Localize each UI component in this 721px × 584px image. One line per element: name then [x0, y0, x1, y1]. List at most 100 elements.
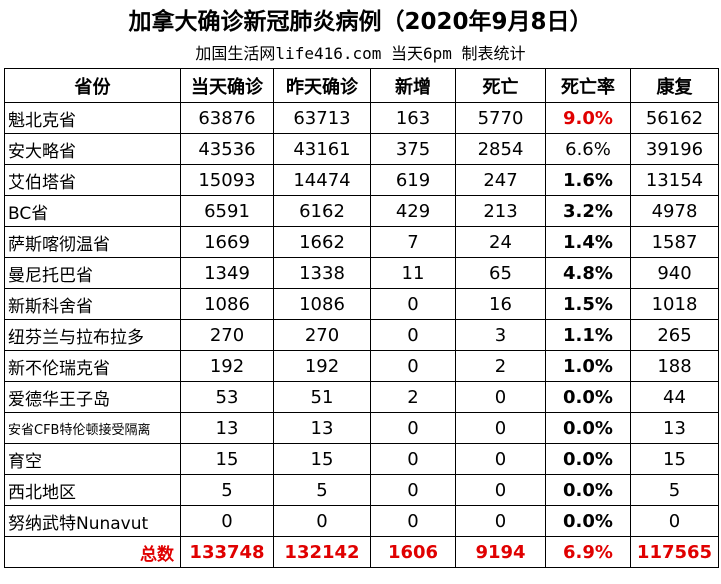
value-cell: 1338	[273, 257, 371, 289]
province-cell: 新不伦瑞克省	[4, 350, 181, 382]
table-row: BC省 6591 6162 429 213 3.2% 4978	[4, 195, 719, 227]
value-cell: 4978	[630, 195, 719, 227]
value-cell: 5	[180, 474, 274, 506]
value-cell: 11	[370, 257, 456, 289]
province-cell: 育空	[4, 443, 181, 475]
value-cell: 65	[455, 257, 546, 289]
table-row: 萨斯喀彻温省 1669 1662 7 24 1.4% 1587	[4, 226, 719, 258]
value-cell: 3.2%	[545, 195, 631, 227]
value-cell: 24	[455, 226, 546, 258]
value-cell: 1349	[180, 257, 274, 289]
value-cell: 2	[455, 350, 546, 382]
total-label: 总数	[4, 536, 181, 568]
table-row: 努纳武特Nunavut 0 0 0 0 0.0% 0	[4, 505, 719, 537]
column-header: 康复	[630, 68, 719, 103]
value-cell: 192	[273, 350, 371, 382]
value-cell: 5770	[455, 102, 546, 134]
province-cell: 努纳武特Nunavut	[4, 505, 181, 537]
value-cell: 6.6%	[545, 133, 631, 165]
value-cell: 188	[630, 350, 719, 382]
value-cell: 15	[273, 443, 371, 475]
value-cell: 1.5%	[545, 288, 631, 320]
value-cell: 13154	[630, 164, 719, 196]
table-row: 曼尼托巴省 1349 1338 11 65 4.8% 940	[4, 257, 719, 289]
value-cell: 0	[455, 505, 546, 537]
value-cell: 5	[630, 474, 719, 506]
value-cell: 44	[630, 381, 719, 413]
value-cell: 247	[455, 164, 546, 196]
value-cell: 15093	[180, 164, 274, 196]
province-cell: 萨斯喀彻温省	[4, 226, 181, 258]
province-cell: 艾伯塔省	[4, 164, 181, 196]
column-header: 死亡	[455, 68, 546, 103]
value-cell: 619	[370, 164, 456, 196]
value-cell: 0	[455, 381, 546, 413]
value-cell: 1086	[273, 288, 371, 320]
value-cell: 51	[273, 381, 371, 413]
value-cell: 1018	[630, 288, 719, 320]
value-cell: 6591	[180, 195, 274, 227]
province-cell: 曼尼托巴省	[4, 257, 181, 289]
value-cell: 0.0%	[545, 474, 631, 506]
subtitle: 加国生活网life416.com 当天6pm 制表统计	[195, 44, 526, 63]
table-row: 安大略省 43536 43161 375 2854 6.6% 39196	[4, 133, 719, 165]
table-row: 爱德华王子岛 53 51 2 0 0.0% 44	[4, 381, 719, 413]
value-cell: 0	[370, 505, 456, 537]
value-cell: 0	[370, 474, 456, 506]
province-cell: 魁北克省	[4, 102, 181, 134]
value-cell: 192	[180, 350, 274, 382]
data-table: 省份 当天确诊 昨天确诊 新增 死亡 死亡率 康复 魁北克省 63876 63713 163 577…	[4, 68, 719, 568]
province-cell: 西北地区	[4, 474, 181, 506]
value-cell: 56162	[630, 102, 719, 134]
value-cell: 43536	[180, 133, 274, 165]
value-cell: 16	[455, 288, 546, 320]
value-cell: 213	[455, 195, 546, 227]
value-cell: 53	[180, 381, 274, 413]
value-cell: 270	[180, 319, 274, 351]
value-cell: 1.4%	[545, 226, 631, 258]
total-cell: 132142	[273, 536, 371, 568]
value-cell: 0	[370, 288, 456, 320]
value-cell: 940	[630, 257, 719, 289]
value-cell: 13	[630, 412, 719, 444]
value-cell: 0.0%	[545, 412, 631, 444]
value-cell: 13	[180, 412, 274, 444]
value-cell: 13	[273, 412, 371, 444]
total-cell: 133748	[180, 536, 274, 568]
value-cell: 1587	[630, 226, 719, 258]
total-cell: 1606	[370, 536, 456, 568]
value-cell: 43161	[273, 133, 371, 165]
total-row: 总数 133748 132142 1606 9194 6.9% 117565	[4, 536, 719, 568]
value-cell: 0	[455, 474, 546, 506]
table-row: 新不伦瑞克省 192 192 0 2 1.0% 188	[4, 350, 719, 382]
value-cell: 1662	[273, 226, 371, 258]
table-row: 新斯科舍省 1086 1086 0 16 1.5% 1018	[4, 288, 719, 320]
value-cell: 375	[370, 133, 456, 165]
total-cell: 6.9%	[545, 536, 631, 568]
table-row: 纽芬兰与拉布拉多 270 270 0 3 1.1% 265	[4, 319, 719, 351]
value-cell: 0	[180, 505, 274, 537]
value-cell: 0	[273, 505, 371, 537]
total-cell: 9194	[455, 536, 546, 568]
province-cell: 安大略省	[4, 133, 181, 165]
column-header: 新增	[370, 68, 456, 103]
value-cell: 0.0%	[545, 505, 631, 537]
value-cell: 0	[370, 443, 456, 475]
value-cell: 0.0%	[545, 381, 631, 413]
value-cell: 0	[370, 350, 456, 382]
value-cell: 0	[455, 412, 546, 444]
value-cell: 5	[273, 474, 371, 506]
value-cell: 270	[273, 319, 371, 351]
value-cell: 6162	[273, 195, 371, 227]
table-row: 西北地区 5 5 0 0 0.0% 5	[4, 474, 719, 506]
table-row: 魁北克省 63876 63713 163 5770 9.0% 56162	[4, 102, 719, 134]
province-cell: 新斯科舍省	[4, 288, 181, 320]
value-cell: 63876	[180, 102, 274, 134]
province-cell: 爱德华王子岛	[4, 381, 181, 413]
value-cell: 39196	[630, 133, 719, 165]
value-cell: 2	[370, 381, 456, 413]
value-cell: 1.1%	[545, 319, 631, 351]
value-cell: 265	[630, 319, 719, 351]
title: 加拿大确诊新冠肺炎病例（2020年9月8日）	[128, 9, 593, 35]
